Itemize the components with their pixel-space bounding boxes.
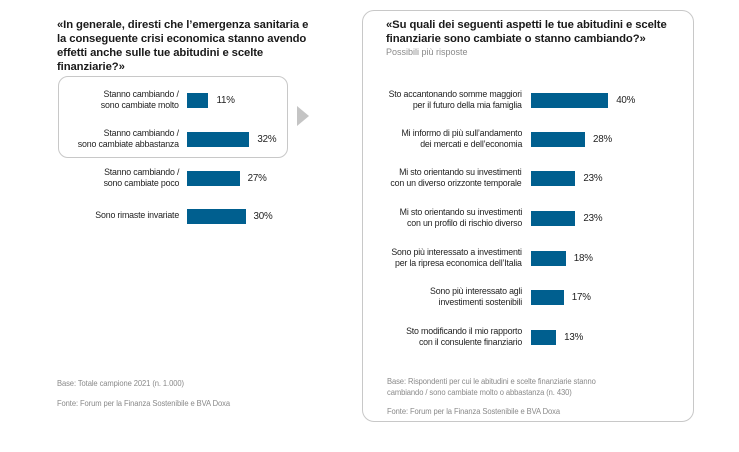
- right-chart-subtitle: Possibili più risposte: [386, 47, 468, 57]
- bar: [531, 289, 564, 305]
- value-label: 27%: [247, 172, 267, 184]
- highlight-box: [58, 76, 288, 158]
- category-label-line: sono cambiate molto: [101, 100, 179, 111]
- value-label: 23%: [583, 212, 603, 224]
- value-label: 11%: [216, 94, 235, 106]
- category-label-line: sono cambiate abbastanza: [77, 139, 179, 150]
- category-label-line: investimenti sostenibili: [438, 297, 523, 308]
- bar: [531, 329, 557, 345]
- category-label-line: Sto modificando il mio rapporto: [406, 325, 522, 337]
- category-label-line: per il futuro della mia famiglia: [413, 100, 522, 111]
- arrow-right-icon: [297, 106, 309, 126]
- category-label: Mi informo di più sull’andamento dei merc…: [401, 128, 522, 151]
- category-label-line: Sono più interessato agli: [429, 285, 522, 297]
- left-base-note: Base: Totale campione 2021 (n. 1.000): [57, 379, 184, 388]
- category-label: Mi sto orientando su investimenti con un …: [399, 206, 523, 230]
- bar: [531, 170, 576, 186]
- category-label-line: dei mercati e dell’economia: [420, 139, 522, 150]
- category-label: Sono più interessato a investimenti per l…: [391, 246, 523, 270]
- left-chart-title: «In generale, diresti che l’emergenza sa…: [57, 19, 309, 73]
- category-label: Sono rimaste invariate: [95, 210, 179, 222]
- bar: [531, 131, 586, 147]
- category-label-line: Mi sto orientando su investimenti: [399, 206, 523, 218]
- bar: [187, 208, 246, 224]
- category-label: Stanno cambiando / sono cambiate abbastan…: [78, 128, 179, 151]
- category-label-line: Sto accantonando somme maggiori: [388, 88, 522, 100]
- category-label-line: Stanno cambiando /: [103, 166, 179, 178]
- category-label-line: Sono più interessato a investimenti: [391, 246, 523, 258]
- category-label-line: Mi sto orientando su investimenti: [399, 166, 523, 178]
- value-label: 13%: [564, 331, 584, 343]
- right-source-note: Fonte: Forum per la Finanza Sostenibile …: [387, 407, 560, 416]
- category-label: Sono più interessato agli investimenti so…: [430, 286, 522, 309]
- category-label-line: con il consulente finanziario: [418, 337, 522, 348]
- bar: [187, 92, 209, 108]
- category-label-line: con un diverso orizzonte temporale: [390, 178, 522, 189]
- category-label-line: Stanno cambiando /: [103, 127, 179, 139]
- category-label-line: sono cambiate poco: [103, 178, 179, 189]
- category-label-line: per la ripresa economica dell’Italia: [395, 258, 522, 269]
- right-panel-frame: [362, 10, 694, 422]
- value-label: 23%: [583, 172, 603, 184]
- category-label: Stanno cambiando / sono cambiate molto: [101, 89, 179, 112]
- value-label: 30%: [253, 210, 273, 222]
- category-label: Mi sto orientando su investimenti con un …: [391, 167, 522, 190]
- left-source-note: Fonte: Forum per la Finanza Sostenibile …: [57, 399, 230, 408]
- value-label: 28%: [593, 133, 613, 145]
- value-label: 32%: [257, 133, 277, 145]
- bar: [531, 92, 609, 108]
- category-label-line: Mi informo di più sull’andamento: [401, 127, 522, 139]
- bar: [531, 210, 576, 226]
- bar: [187, 131, 250, 147]
- category-label: Stanno cambiando / sono cambiate poco: [103, 167, 179, 190]
- bar: [531, 250, 566, 266]
- value-label: 18%: [573, 252, 593, 264]
- value-label: 17%: [571, 291, 591, 303]
- right-base-note-line1: Base: Rispondenti per cui le abitudini e…: [387, 377, 596, 386]
- bar: [187, 170, 240, 186]
- right-chart-title: «Su quali dei seguenti aspetti le tue ab…: [386, 19, 667, 45]
- value-label: 40%: [616, 94, 636, 106]
- category-label-line: Sono rimaste invariate: [95, 210, 179, 222]
- category-label: Sto accantonando somme maggiori per il fu…: [389, 89, 522, 112]
- category-label-line: Stanno cambiando /: [103, 88, 179, 100]
- category-label: Sto modificando il mio rapporto con il co…: [406, 326, 522, 349]
- right-base-note-line2: cambiando / sono cambiate molto o abbast…: [387, 388, 572, 397]
- category-label-line: con un profilo di rischio diverso: [406, 218, 522, 229]
